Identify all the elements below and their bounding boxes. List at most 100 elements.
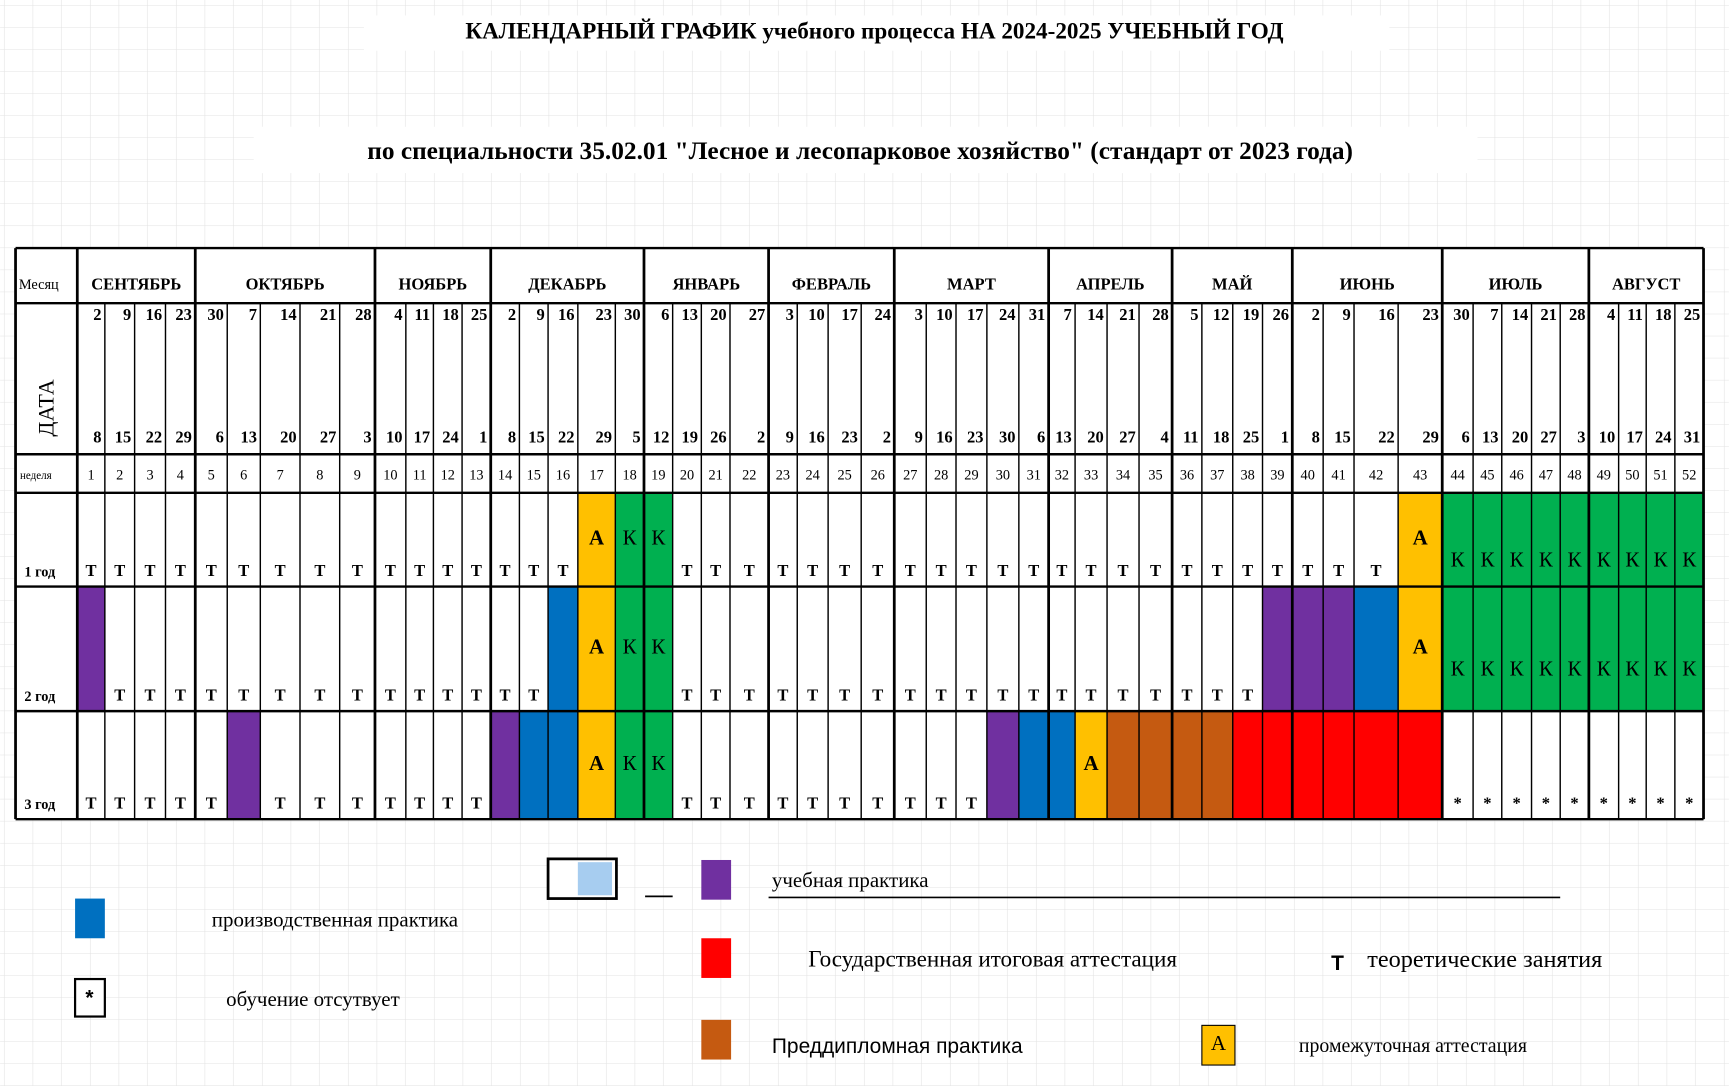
week-number: 3 <box>146 468 153 484</box>
cell-fill <box>577 711 616 820</box>
date-start: 10 <box>808 305 825 324</box>
legend-label: теоретические занятия <box>1367 946 1602 973</box>
date-start: 9 <box>536 305 544 324</box>
week-number: 17 <box>589 468 603 484</box>
date-end: 3 <box>1577 428 1585 447</box>
week-number: 13 <box>469 468 483 484</box>
date-end: 22 <box>146 428 163 447</box>
cell-fill <box>1560 492 1589 587</box>
date-end: 27 <box>1540 428 1557 447</box>
cell-code: Т <box>807 686 818 705</box>
date-start: 30 <box>1453 305 1470 324</box>
date-start: 5 <box>1190 305 1198 324</box>
cell-code: * <box>1513 794 1521 813</box>
cell-fill <box>1588 492 1619 587</box>
date-end: 18 <box>1213 428 1230 447</box>
month-label: ФЕВРАЛЬ <box>792 274 871 293</box>
week-number: 52 <box>1682 468 1696 484</box>
date-end: 9 <box>915 428 923 447</box>
cell-code: А <box>1413 526 1428 550</box>
cell-code: Т <box>777 794 788 813</box>
cell-code: Т <box>905 794 916 813</box>
cell-code: К <box>1682 548 1697 572</box>
cell-fill <box>1398 492 1443 587</box>
cell-code: Т <box>442 686 453 705</box>
date-end: 6 <box>1462 428 1470 447</box>
date-start: 23 <box>175 305 192 324</box>
cell-fill <box>615 492 644 587</box>
week-number: 12 <box>441 468 455 484</box>
cell-code: Т <box>1242 686 1253 705</box>
week-number: 15 <box>527 468 541 484</box>
week-number: 32 <box>1055 468 1069 484</box>
cell-code: Т <box>528 561 539 580</box>
cell-code: Т <box>471 686 482 705</box>
week-number: 8 <box>316 468 323 484</box>
date-header: ДАТА <box>34 379 59 436</box>
cell-fill <box>1473 492 1502 587</box>
week-number: 44 <box>1451 468 1465 484</box>
cell-code: Т <box>744 561 755 580</box>
date-end: 31 <box>1684 428 1701 447</box>
date-start: 11 <box>1627 305 1643 324</box>
cell-code: Т <box>238 686 249 705</box>
week-number: 20 <box>680 468 694 484</box>
cell-fill <box>1674 492 1704 587</box>
cell-code: Т <box>872 794 883 813</box>
cell-code: Т <box>966 561 977 580</box>
week-number: 43 <box>1413 468 1427 484</box>
cell-code: К <box>1682 657 1697 681</box>
week-number: 25 <box>837 468 851 484</box>
cell-code: К <box>623 526 638 550</box>
date-end: 10 <box>1599 428 1616 447</box>
cell-fill <box>1323 711 1355 820</box>
date-end: 1 <box>479 428 487 447</box>
cell-code: К <box>1539 548 1554 572</box>
title: КАЛЕНДАРНЫЙ ГРАФИК учебного процесса НА … <box>465 18 1283 44</box>
date-start: 14 <box>1087 305 1104 324</box>
date-end: 29 <box>1422 428 1439 447</box>
schedule-table: СЕНТЯБРЬ ОКТЯБРЬ НОЯБРЬ ДЕКАБРЬ ЯНВАРЬ ФЕВРАЛ… <box>14 246 1705 821</box>
week-number: 23 <box>776 468 790 484</box>
cell-fill <box>1075 711 1108 820</box>
cell-code: К <box>1568 548 1583 572</box>
cell-code: Т <box>1118 561 1129 580</box>
cell-code: Т <box>314 686 325 705</box>
cell-code: Т <box>997 686 1008 705</box>
date-end: 22 <box>558 428 575 447</box>
month-label: МАРТ <box>947 274 996 293</box>
week-number: 48 <box>1567 468 1581 484</box>
cell-code: Т <box>1272 561 1283 580</box>
cell-code: * <box>1483 794 1491 813</box>
cell-code: Т <box>1056 561 1067 580</box>
week-header: неделя <box>20 470 52 482</box>
date-start: 23 <box>596 305 613 324</box>
cell-code: А <box>589 635 604 659</box>
cell-code: Т <box>839 686 850 705</box>
cell-code: Т <box>471 561 482 580</box>
cell-code: Т <box>777 561 788 580</box>
cell-fill <box>77 586 105 712</box>
date-start: 9 <box>123 305 131 324</box>
month-label: ИЮНЬ <box>1340 274 1395 293</box>
cell-code: * <box>1656 794 1664 813</box>
cell-code: Т <box>145 561 156 580</box>
date-end: 2 <box>757 428 765 447</box>
cell-fill <box>1588 586 1619 712</box>
cell-code: Т <box>905 686 916 705</box>
week-number: 5 <box>208 468 215 484</box>
legend-swatch <box>1201 1024 1236 1066</box>
cell-fill <box>1139 711 1173 820</box>
week-number: 35 <box>1148 468 1162 484</box>
cell-fill <box>1442 586 1474 712</box>
cell-code: * <box>1454 794 1462 813</box>
cell-code: Т <box>872 561 883 580</box>
week-number: 36 <box>1180 468 1194 484</box>
date-end: 11 <box>1183 428 1199 447</box>
date-start: 23 <box>1422 305 1439 324</box>
cell-code: К <box>651 635 666 659</box>
cell-fill <box>643 711 673 820</box>
cell-fill <box>1618 492 1647 587</box>
legend-label: учебная практика <box>772 868 929 892</box>
cell-code: Т <box>86 794 97 813</box>
